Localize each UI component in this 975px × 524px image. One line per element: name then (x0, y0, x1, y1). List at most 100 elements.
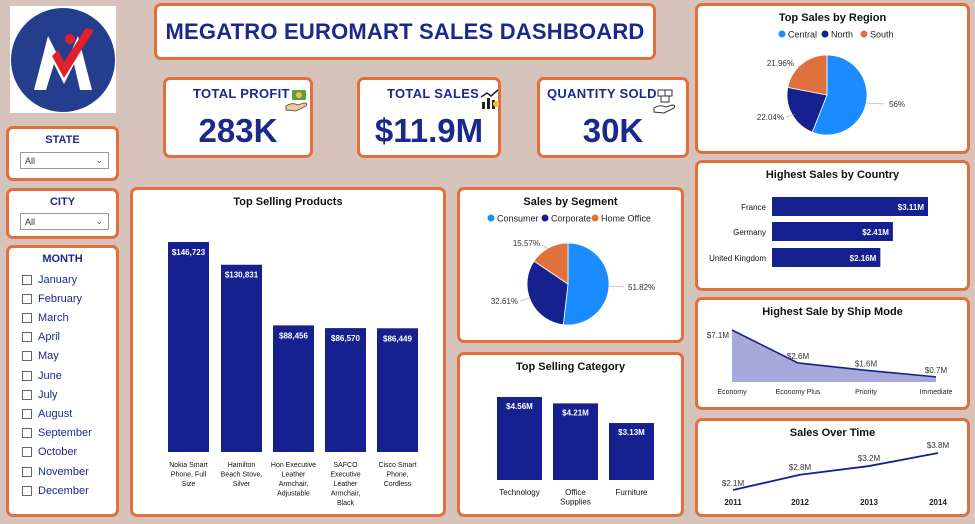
month-option-march[interactable]: March (22, 309, 69, 326)
month-option-june[interactable]: June (22, 367, 62, 384)
category-label: 2011 (724, 498, 742, 507)
month-filter-label: MONTH (42, 253, 83, 265)
state-filter-card: STATE All ⌄ (6, 126, 119, 181)
top-sales-by-region-chart: Central North South 56% 22.04% 21.96% (757, 30, 905, 136)
month-option-label: November (38, 465, 89, 478)
bar (772, 222, 893, 241)
pie-slice (526, 260, 569, 326)
sales-by-segment-card: Sales by Segment Consumer Corporate Home O… (457, 187, 684, 343)
company-logo (10, 6, 116, 113)
highest-sale-by-ship-mode-card: Highest Sale by Ship Mode $7.1M Economy $2… (695, 297, 970, 410)
checkbox[interactable] (22, 428, 32, 439)
checkbox[interactable] (22, 293, 32, 304)
month-option-july[interactable]: July (22, 386, 58, 403)
month-option-september[interactable]: September (22, 425, 92, 442)
data-label: $2.1M (722, 479, 745, 488)
area-fill (732, 330, 936, 382)
pie-slice (787, 54, 828, 96)
category-label: Leather (282, 472, 306, 479)
data-label: 56% (889, 100, 905, 109)
category-label: Silver (233, 481, 251, 488)
category-label: Nokia Smart (169, 462, 208, 469)
data-label: $3.11M (898, 203, 925, 212)
category-label: United Kingdom (709, 254, 766, 263)
dashboard-title: MEGATRO EUROMART SALES DASHBOARD (165, 19, 645, 44)
legend-marker (541, 214, 549, 222)
category-label: 2014 (929, 498, 947, 507)
data-label: 15.57% (513, 239, 540, 248)
data-label: $86,570 (331, 334, 360, 343)
month-option-label: February (38, 292, 83, 305)
bar (377, 328, 418, 452)
checkbox[interactable] (22, 389, 32, 400)
category-label: Armchair, (331, 491, 361, 498)
month-option-label: December (38, 484, 89, 497)
kpi-profit-label: TOTAL PROFIT (193, 86, 290, 101)
kpi-total-sales: TOTAL SALES $11.9M (357, 77, 501, 158)
highest-sales-by-country-chart: $3.11M France $2.41M Germany $2.16M United Ki… (709, 197, 928, 267)
data-label: $0.7M (925, 366, 948, 375)
month-option-label: August (38, 407, 73, 420)
data-label: $2.41M (862, 228, 889, 237)
box-hand-icon (653, 89, 676, 114)
checkbox[interactable] (22, 274, 32, 285)
sales-by-segment-chart: Consumer Corporate Home Office 51.82% 32.61%… (487, 214, 655, 326)
bar (609, 423, 654, 480)
checkbox[interactable] (22, 370, 32, 381)
checkbox[interactable] (22, 485, 32, 496)
checkbox[interactable] (22, 408, 32, 419)
series-line (732, 452, 939, 491)
chart-title: Highest Sale by Ship Mode (762, 306, 903, 318)
leader-line (797, 65, 805, 71)
legend-marker (778, 30, 786, 38)
kpi-quantity-label: QUANTITY SOLD (547, 86, 657, 101)
city-filter-card: CITY All ⌄ (6, 188, 119, 239)
data-label: 21.96% (767, 59, 794, 68)
money-hand-icon (285, 90, 308, 112)
checkbox[interactable] (22, 447, 32, 458)
checkbox[interactable] (22, 466, 32, 477)
bar (772, 248, 881, 267)
city-dropdown[interactable]: All ⌄ (20, 213, 109, 230)
checkbox[interactable] (22, 312, 32, 323)
category-label: SAFCO (333, 462, 358, 469)
leader-line (608, 285, 625, 288)
leader-line (541, 244, 549, 250)
category-label: Adjustable (277, 491, 310, 498)
month-option-august[interactable]: August (22, 405, 72, 422)
category-label: Economy (717, 389, 747, 396)
month-option-april[interactable]: April (22, 329, 60, 346)
data-label: $88,456 (279, 331, 308, 340)
series-line (731, 329, 937, 378)
chart-title: Top Sales by Region (778, 12, 887, 24)
month-option-december[interactable]: December (22, 482, 89, 499)
category-label: Beach Stove, (221, 472, 263, 479)
month-option-january[interactable]: January (22, 271, 77, 288)
state-dropdown-value: All (25, 156, 36, 166)
bar (221, 264, 262, 452)
state-dropdown[interactable]: All ⌄ (20, 152, 109, 169)
chart-title: Top Selling Category (515, 361, 626, 373)
month-option-november[interactable]: November (22, 463, 89, 480)
month-option-label: May (38, 350, 59, 363)
month-option-february[interactable]: February (22, 290, 82, 307)
category-label: Black (337, 500, 355, 507)
leader-line (866, 102, 885, 105)
category-label: Executive (330, 472, 360, 479)
checkbox[interactable] (22, 351, 32, 362)
data-label: $3.2M (858, 454, 881, 463)
checkbox[interactable] (22, 332, 32, 343)
data-label: $146,723 (172, 248, 206, 257)
kpi-quantity-value: 30K (582, 112, 644, 149)
month-option-label: March (38, 311, 69, 324)
legend-marker (821, 30, 829, 38)
pie-slice (533, 242, 569, 285)
state-filter-label: STATE (45, 134, 80, 146)
chevron-down-icon: ⌄ (95, 155, 103, 165)
category-label: Cisco Smart (378, 462, 416, 469)
month-option-may[interactable]: May (22, 348, 59, 365)
month-option-october[interactable]: October (22, 444, 77, 461)
category-label: Phone, Full (171, 472, 207, 479)
month-option-label: July (38, 388, 58, 401)
